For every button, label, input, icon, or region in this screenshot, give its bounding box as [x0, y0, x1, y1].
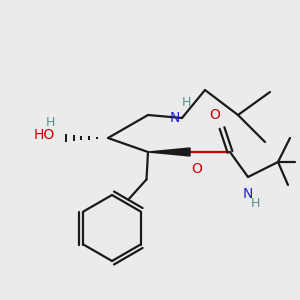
Polygon shape — [148, 148, 190, 156]
Text: H: H — [182, 96, 191, 109]
Text: H: H — [46, 116, 55, 128]
Text: O: O — [192, 162, 203, 176]
Text: N: N — [243, 187, 253, 201]
Text: O: O — [210, 108, 220, 122]
Text: HO: HO — [34, 128, 55, 142]
Text: H: H — [250, 197, 260, 210]
Text: N: N — [170, 111, 180, 125]
